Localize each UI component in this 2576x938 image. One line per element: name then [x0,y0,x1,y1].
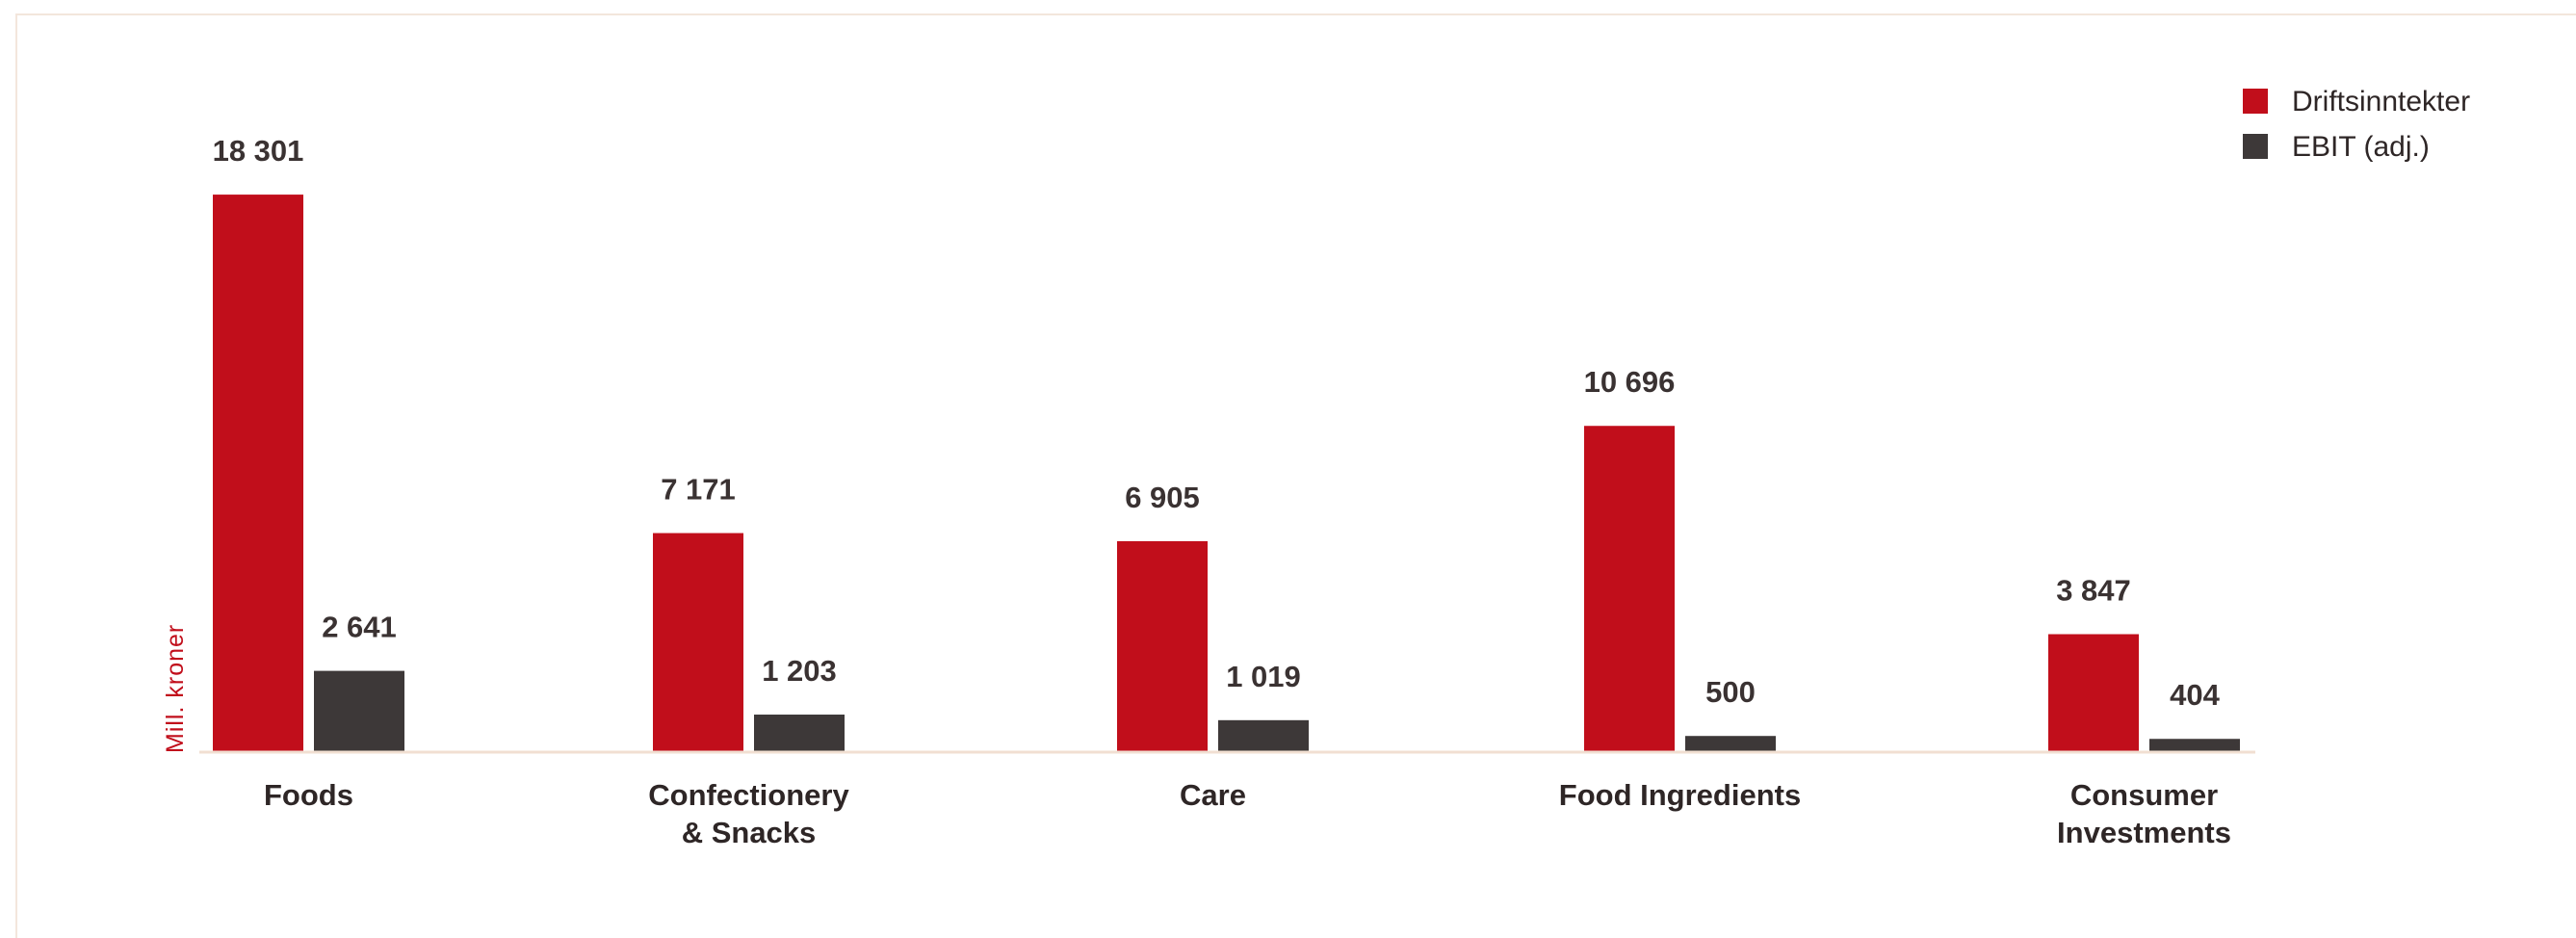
legend: Driftsinntekter EBIT (adj.) [2243,86,2470,163]
ebit-value-label-2: 1 019 [1226,660,1301,693]
ebit-value-label-4: 404 [2170,678,2220,712]
ebit-value-label-3: 500 [1705,675,1756,709]
revenue-value-label-1: 7 171 [661,473,736,507]
category-label-2: Care [1180,778,1246,812]
revenue-value-label-3: 10 696 [1584,365,1676,399]
chart-frame [15,13,2576,938]
category-label-1-line-0: Confectionery [648,778,849,812]
revenue-bar-3 [1584,426,1675,751]
revenue-bar-2 [1117,540,1208,751]
ebit-bar-0 [314,670,404,751]
category-label-0: Foods [264,778,353,812]
ebit-bar-3 [1685,736,1776,751]
legend-swatch-ebit [2243,134,2268,159]
revenue-value-label-4: 3 847 [2056,574,2131,608]
revenue-bar-1 [653,533,743,751]
value-labels-layer: 18 301 2 641 7 171 1 203 6 905 1 019 10 696 500… [213,134,2221,712]
ebit-value-label-1: 1 203 [762,654,837,688]
category-label-4-line-0: Consumer [2070,778,2218,812]
revenue-bar-4 [2048,634,2139,751]
ebit-bar-4 [2149,739,2240,751]
category-label-4-line-1: Investments [2057,816,2231,849]
legend-swatch-revenue [2243,89,2268,114]
revenue-value-label-2: 6 905 [1125,481,1200,514]
bars-layer [213,195,2240,752]
legend-label-revenue: Driftsinntekter [2292,86,2470,117]
category-label-1-line-1: & Snacks [682,816,817,849]
ebit-value-label-0: 2 641 [322,611,397,644]
ebit-bar-1 [754,715,845,751]
ebit-bar-2 [1218,719,1309,751]
y-axis-label: Mill. kroner [162,624,189,753]
legend-label-ebit: EBIT (adj.) [2292,131,2430,163]
revenue-value-label-0: 18 301 [213,134,304,168]
revenue-bar-0 [213,195,303,752]
category-label-3: Food Ingredients [1559,778,1801,812]
category-labels-layer: Foods Confectionery & Snacks Care Food Ingre… [264,778,2231,849]
